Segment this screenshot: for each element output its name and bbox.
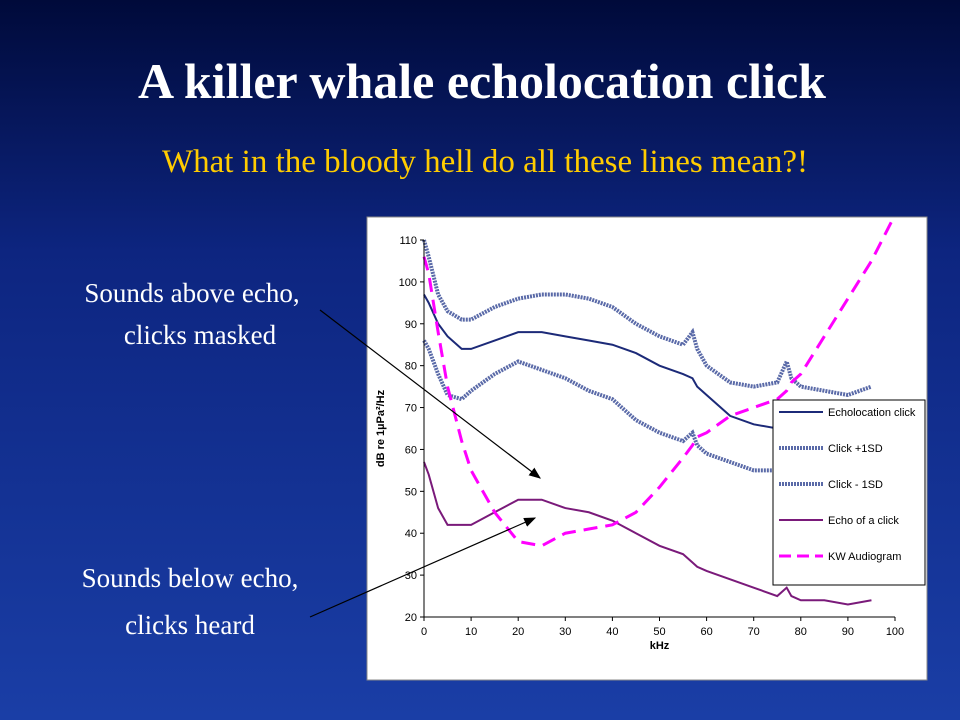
y-axis-label: dB re 1µPa²/Hz (375, 389, 387, 467)
legend-label: Echo of a click (828, 515, 899, 527)
x-tick-label: 20 (512, 626, 524, 638)
x-axis-label: kHz (650, 640, 670, 652)
title: A killer whale echolocation click (138, 53, 826, 109)
y-tick-label: 30 (405, 570, 417, 582)
legend-label: Click - 1SD (828, 479, 883, 491)
x-tick-label: 90 (842, 626, 854, 638)
y-tick-label: 90 (405, 319, 417, 331)
annotation: clicks masked (124, 320, 277, 350)
annotation: Sounds above echo, (84, 278, 299, 308)
y-tick-label: 60 (405, 444, 417, 456)
legend: Echolocation click Click +1SD Click - 1SD E… (772, 399, 926, 586)
x-tick-label: 100 (886, 626, 904, 638)
y-tick-label: 80 (405, 361, 417, 373)
y-tick-label: 40 (405, 528, 417, 540)
y-tick-label: 100 (399, 277, 417, 289)
x-tick-label: 80 (795, 626, 807, 638)
arrow (309, 517, 537, 618)
x-tick-label: 0 (421, 626, 427, 638)
annotation: Sounds below echo, (82, 563, 299, 593)
legend-label: Echolocation click (828, 407, 916, 419)
x-tick-label: 50 (653, 626, 665, 638)
y-tick-label: 20 (405, 612, 417, 624)
x-tick-label: 60 (700, 626, 712, 638)
legend-label: Click +1SD (828, 443, 883, 455)
x-tick-label: 10 (465, 626, 477, 638)
arrow (319, 309, 541, 479)
x-tick-label: 30 (559, 626, 571, 638)
y-tick-label: 70 (405, 403, 417, 415)
series-line (422, 239, 873, 398)
y-tick-label: 110 (399, 235, 417, 247)
x-tick-label: 70 (748, 626, 760, 638)
annotation: clicks heard (125, 610, 255, 640)
series-line (423, 461, 872, 606)
y-tick-label: 50 (405, 486, 417, 498)
series-line (422, 218, 896, 548)
legend-box (772, 399, 926, 586)
subtitle: What in the bloody hell do all these lin… (162, 144, 808, 180)
x-tick-label: 40 (606, 626, 618, 638)
legend-label: KW Audiogram (828, 551, 901, 563)
